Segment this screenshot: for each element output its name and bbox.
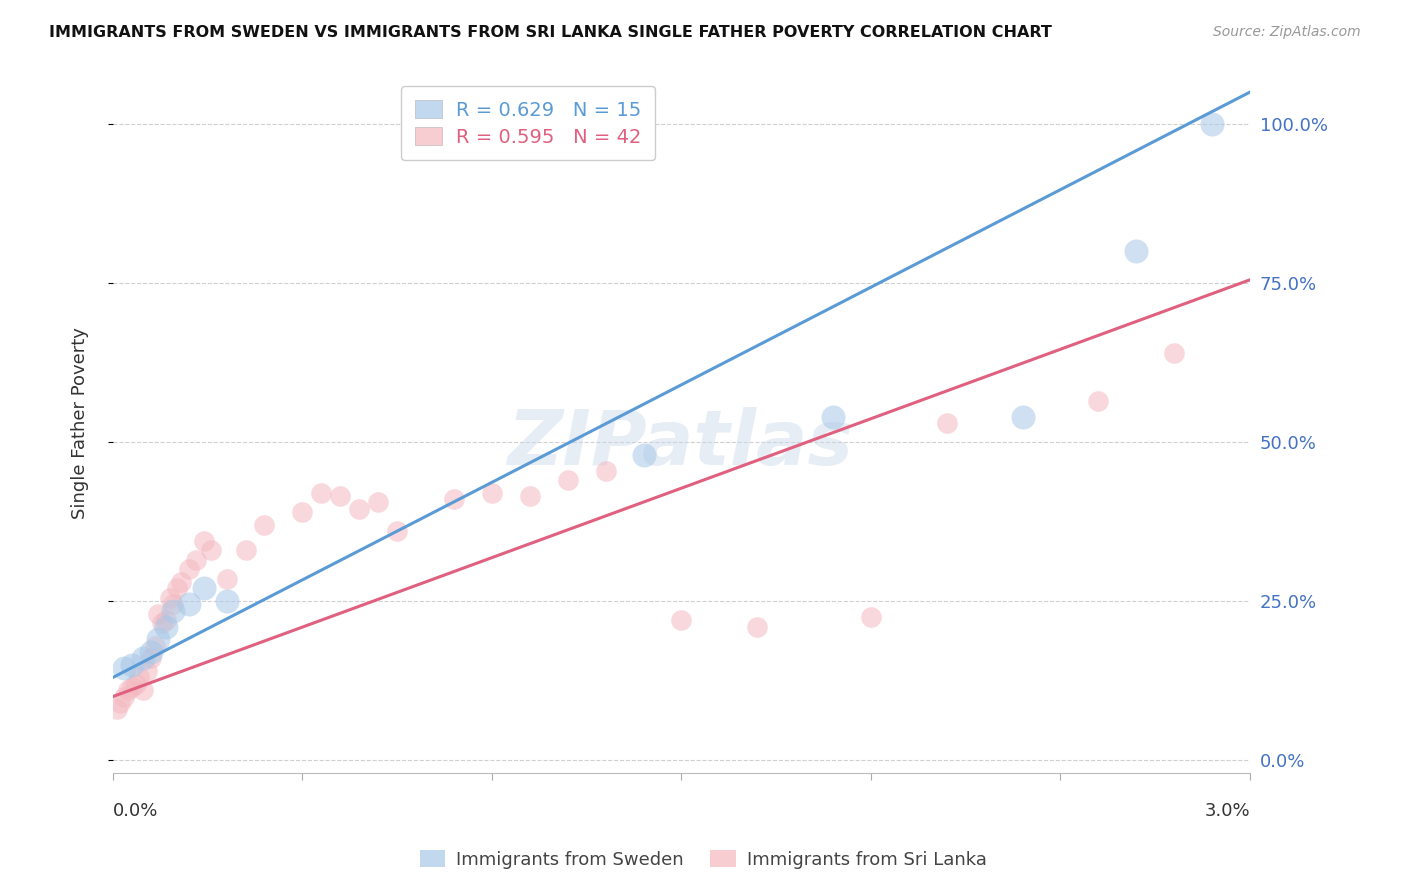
Point xyxy=(139,651,162,665)
Point xyxy=(110,696,132,710)
Point xyxy=(177,597,200,611)
Text: 0.0%: 0.0% xyxy=(112,802,159,820)
Point xyxy=(481,486,503,500)
Point xyxy=(117,683,139,698)
Point xyxy=(155,613,177,627)
Point xyxy=(385,524,408,538)
Point xyxy=(200,543,222,558)
Point xyxy=(443,492,465,507)
Point xyxy=(162,604,184,618)
Point xyxy=(633,448,655,462)
Point xyxy=(139,645,162,659)
Point xyxy=(150,616,173,631)
Point xyxy=(112,690,135,704)
Point xyxy=(162,597,184,611)
Point xyxy=(519,489,541,503)
Point xyxy=(311,486,333,500)
Point xyxy=(235,543,257,558)
Point xyxy=(253,517,276,532)
Point xyxy=(155,619,177,633)
Point xyxy=(132,683,155,698)
Point xyxy=(121,680,143,694)
Legend: R = 0.629   N = 15, R = 0.595   N = 42: R = 0.629 N = 15, R = 0.595 N = 42 xyxy=(401,87,655,161)
Point xyxy=(859,610,882,624)
Text: IMMIGRANTS FROM SWEDEN VS IMMIGRANTS FROM SRI LANKA SINGLE FATHER POVERTY CORREL: IMMIGRANTS FROM SWEDEN VS IMMIGRANTS FRO… xyxy=(49,25,1052,40)
Point xyxy=(1201,117,1223,131)
Point xyxy=(170,574,193,589)
Y-axis label: Single Father Poverty: Single Father Poverty xyxy=(72,327,89,519)
Point xyxy=(193,533,215,548)
Point xyxy=(105,702,128,716)
Legend: Immigrants from Sweden, Immigrants from Sri Lanka: Immigrants from Sweden, Immigrants from … xyxy=(412,843,994,876)
Text: Source: ZipAtlas.com: Source: ZipAtlas.com xyxy=(1213,25,1361,39)
Point xyxy=(112,661,135,675)
Point xyxy=(557,473,579,487)
Point xyxy=(177,562,200,576)
Point xyxy=(166,582,188,596)
Point xyxy=(1087,393,1109,408)
Point xyxy=(193,582,215,596)
Text: ZIPatlas: ZIPatlas xyxy=(509,407,855,481)
Text: 3.0%: 3.0% xyxy=(1205,802,1250,820)
Point xyxy=(124,677,146,691)
Point xyxy=(747,619,769,633)
Point xyxy=(215,594,238,608)
Point xyxy=(935,416,957,430)
Point xyxy=(671,613,693,627)
Point xyxy=(1011,409,1033,424)
Point xyxy=(136,664,159,678)
Point xyxy=(215,572,238,586)
Point xyxy=(128,671,150,685)
Point xyxy=(1163,346,1185,360)
Point xyxy=(349,501,371,516)
Point xyxy=(186,553,208,567)
Point xyxy=(159,591,181,605)
Point xyxy=(1125,244,1147,259)
Point xyxy=(121,657,143,672)
Point xyxy=(595,464,617,478)
Point xyxy=(132,651,155,665)
Point xyxy=(329,489,352,503)
Point xyxy=(148,632,170,647)
Point xyxy=(143,639,166,653)
Point xyxy=(367,495,389,509)
Point xyxy=(821,409,844,424)
Point xyxy=(148,607,170,621)
Point xyxy=(291,505,314,519)
